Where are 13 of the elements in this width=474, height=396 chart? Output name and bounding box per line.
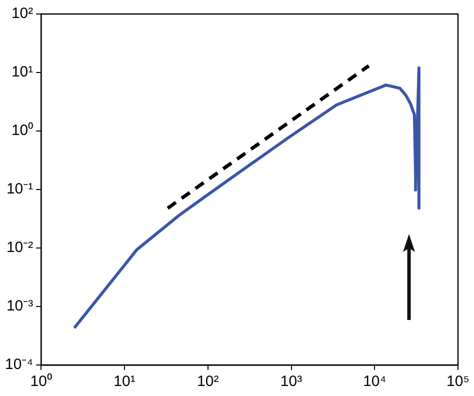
y-tick-label: 10⁻⁴ <box>4 356 34 374</box>
x-tick-label: 10³ <box>280 373 302 390</box>
x-tick-label: 10⁴ <box>363 373 386 390</box>
y-tick-label: 10⁰ <box>11 122 34 140</box>
x-tick-label: 10⁰ <box>30 373 52 390</box>
x-tick-label: 10⁵ <box>446 373 470 390</box>
y-tick-label: 10⁻¹ <box>6 180 34 198</box>
x-tick-label: 10¹ <box>114 373 136 390</box>
y-tick-label: 10² <box>11 5 34 22</box>
x-tick-label: 10² <box>197 373 219 390</box>
y-tick-label: 10¹ <box>11 64 34 81</box>
y-tick-label: 10⁻² <box>6 239 34 256</box>
y-tick-label: 10⁻³ <box>6 298 34 315</box>
